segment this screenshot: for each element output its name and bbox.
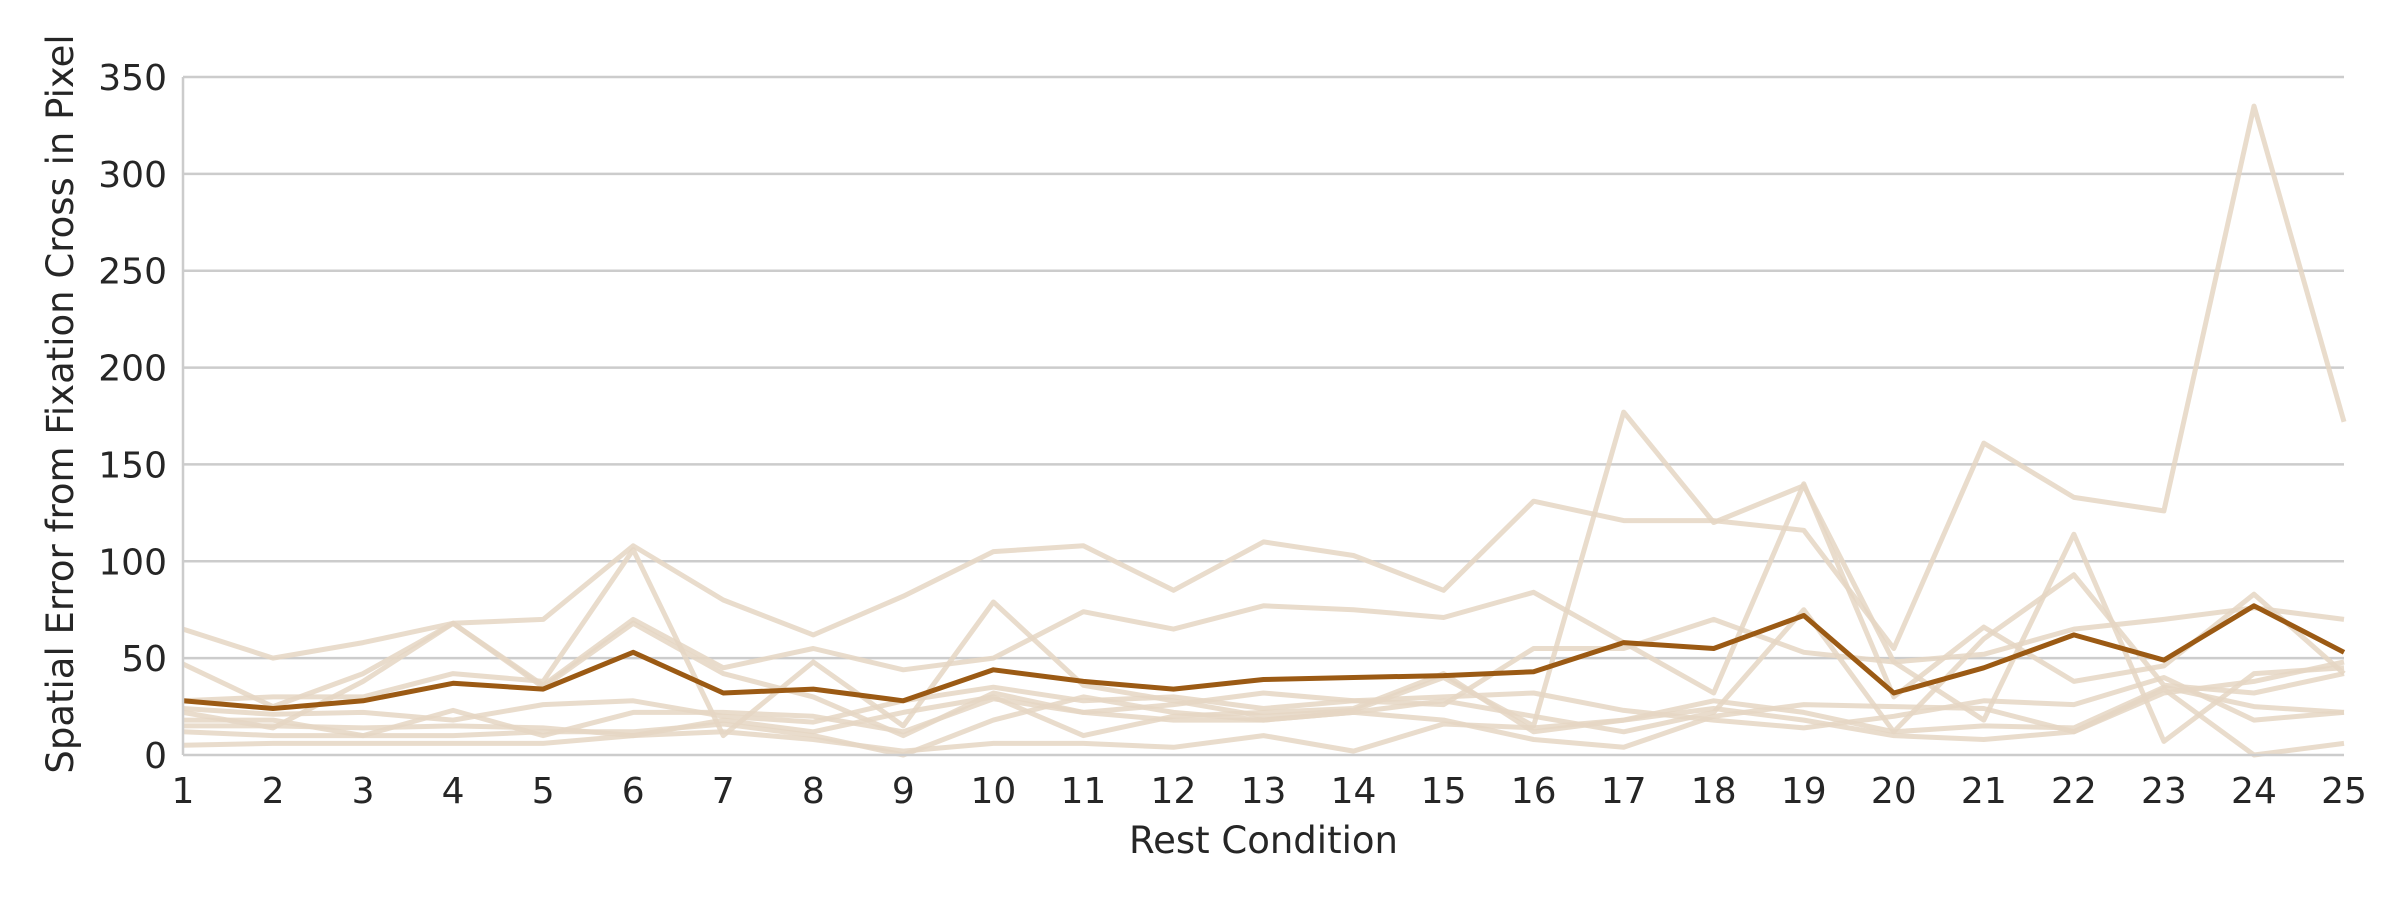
x-tick-labels: 1 2 3 4 5 6 7 8 9 10 11 12 13 14 15 16 17 18 19 20 21 22 23 24 2… bbox=[172, 771, 2367, 812]
mean-series-group bbox=[182, 603, 2346, 711]
y-tick-label: 200 bbox=[98, 349, 167, 390]
x-tick-label: 19 bbox=[1781, 771, 1827, 812]
x-tick-label: 23 bbox=[2141, 771, 2187, 812]
mean-series-line bbox=[182, 603, 2346, 711]
y-tick-labels: 0 50 100 150 200 250 300 350 bbox=[98, 58, 167, 777]
x-tick-label: 9 bbox=[892, 771, 915, 812]
axes bbox=[181, 77, 2344, 757]
gridlines bbox=[183, 75, 2344, 660]
x-tick-label: 1 bbox=[172, 771, 195, 812]
individual-series-line-6 bbox=[182, 675, 2345, 731]
y-axis-label: Spatial Error from Fixation Cross in Pix… bbox=[39, 34, 82, 773]
x-tick-label: 24 bbox=[2231, 771, 2277, 812]
x-tick-label: 5 bbox=[532, 771, 555, 812]
x-axis-label: Rest Condition bbox=[1129, 819, 1398, 862]
x-tick-label: 12 bbox=[1151, 771, 1197, 812]
individual-series-line-8 bbox=[182, 659, 2345, 758]
y-tick-label: 50 bbox=[121, 639, 167, 680]
x-tick-label: 21 bbox=[1961, 771, 2007, 812]
x-tick-label: 2 bbox=[262, 771, 285, 812]
x-tick-label: 20 bbox=[1871, 771, 1917, 812]
individual-series-line-2 bbox=[181, 481, 2346, 710]
individual-series-line-9 bbox=[182, 686, 2345, 758]
y-tick-label: 250 bbox=[98, 252, 167, 293]
y-tick-label: 0 bbox=[144, 736, 167, 777]
x-tick-label: 7 bbox=[712, 771, 735, 812]
y-tick-label: 100 bbox=[98, 542, 167, 583]
x-tick-label: 25 bbox=[2321, 771, 2367, 812]
y-tick-label: 150 bbox=[98, 445, 167, 486]
x-tick-label: 10 bbox=[970, 771, 1016, 812]
y-tick-label: 350 bbox=[98, 58, 167, 99]
x-tick-label: 14 bbox=[1331, 771, 1377, 812]
y-tick-label: 300 bbox=[98, 155, 167, 196]
x-tick-label: 8 bbox=[802, 771, 825, 812]
x-tick-label: 3 bbox=[352, 771, 375, 812]
x-tick-label: 13 bbox=[1241, 771, 1287, 812]
x-tick-label: 18 bbox=[1691, 771, 1737, 812]
x-tick-label: 15 bbox=[1421, 771, 1467, 812]
x-tick-label: 22 bbox=[2051, 771, 2097, 812]
individual-series-line-1 bbox=[182, 103, 2347, 661]
x-tick-label: 11 bbox=[1061, 771, 1107, 812]
x-tick-label: 16 bbox=[1511, 771, 1557, 812]
individual-series-line-3 bbox=[182, 409, 2345, 744]
x-tick-label: 4 bbox=[442, 771, 465, 812]
x-tick-label: 6 bbox=[622, 771, 645, 812]
x-tick-label: 17 bbox=[1601, 771, 1647, 812]
individual-series-line-7 bbox=[183, 671, 2345, 739]
